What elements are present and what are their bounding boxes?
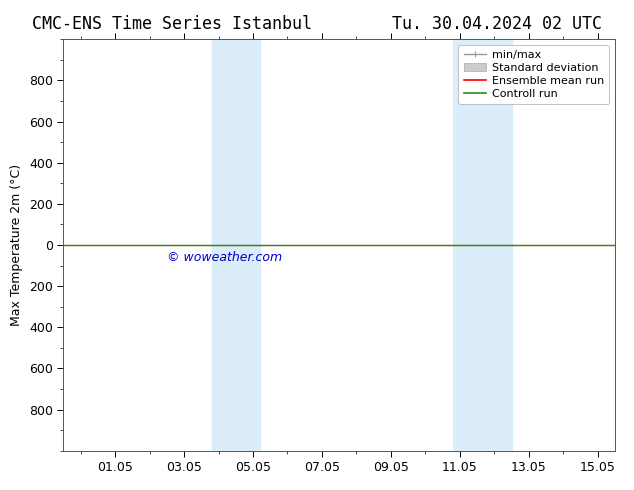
Text: CMC-ENS Time Series Istanbul        Tu. 30.04.2024 02 UTC: CMC-ENS Time Series Istanbul Tu. 30.04.2… — [32, 15, 602, 33]
Legend: min/max, Standard deviation, Ensemble mean run, Controll run: min/max, Standard deviation, Ensemble me… — [458, 45, 609, 104]
Bar — [453, 39, 512, 451]
Text: © woweather.com: © woweather.com — [167, 251, 282, 264]
Bar — [212, 39, 260, 451]
Y-axis label: Max Temperature 2m (°C): Max Temperature 2m (°C) — [10, 164, 23, 326]
